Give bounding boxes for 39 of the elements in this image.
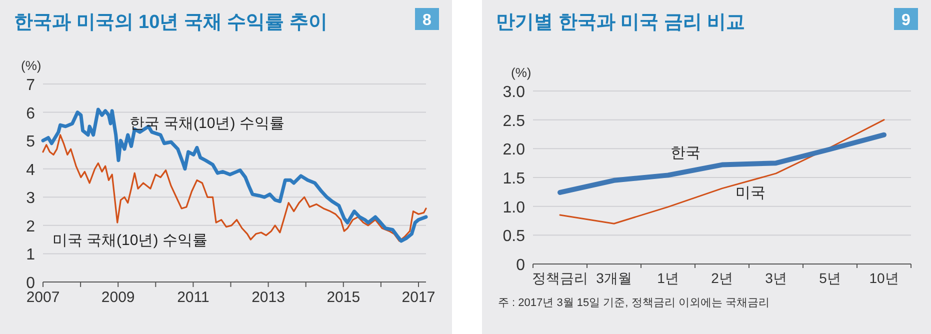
y-tick-label: 1.5 xyxy=(502,170,526,188)
y-tick-label: 5 xyxy=(26,134,36,151)
series-label: 미국 xyxy=(736,184,766,202)
x-tick-label: 1년 xyxy=(657,270,679,286)
y-tick-label: 1 xyxy=(26,246,36,264)
y-tick-label: 0.5 xyxy=(502,228,526,246)
chart-title: 만기별 한국과 미국 금리 비교 xyxy=(496,12,746,33)
x-tick-label: 2015 xyxy=(326,289,360,306)
x-tick-label: 10년 xyxy=(869,270,899,286)
text: 9 xyxy=(902,12,911,29)
y-tick-label: 4 xyxy=(26,162,36,179)
y-axis-title: (%) xyxy=(21,58,42,73)
y-tick-label: 0 xyxy=(26,275,36,292)
y-tick-label: 2.0 xyxy=(502,142,526,159)
x-tick-label: 5년 xyxy=(819,270,841,286)
chart-title: 한국과 미국의 10년 국채 수익률 추이 xyxy=(14,12,328,33)
y-tick-label: 6 xyxy=(26,105,36,122)
x-tick-label: 2007 xyxy=(26,289,60,306)
series-label: 한국 국채(10년) 수익률 xyxy=(129,114,284,132)
y-tick-label: 3.0 xyxy=(502,84,526,101)
series-label: 미국 국채(10년) 수익률 xyxy=(52,232,208,250)
x-tick-label: 3개월 xyxy=(596,270,632,286)
y-tick-label: 0 xyxy=(516,257,526,274)
x-tick-label: 2년 xyxy=(711,270,733,286)
y-tick-label: 2.5 xyxy=(502,112,526,130)
x-tick-label: 2009 xyxy=(101,289,135,306)
y-axis-title: (%) xyxy=(511,65,532,80)
x-tick-label: 3년 xyxy=(765,270,787,286)
x-tick-label: 정책금리 xyxy=(532,270,588,286)
y-tick-label: 2 xyxy=(26,218,36,236)
y-tick-label: 1.0 xyxy=(502,199,526,216)
text: 8 xyxy=(422,12,432,29)
series-label: 한국 xyxy=(670,144,701,162)
x-tick-label: 2013 xyxy=(252,289,285,306)
text: 주 : 2017년 3월 15일 기준, 정책금리 이외에는 국채금리 xyxy=(498,297,770,309)
x-tick-label: 2017 xyxy=(402,289,436,306)
y-tick-label: 7 xyxy=(26,77,36,94)
y-tick-label: 3 xyxy=(26,190,36,208)
x-tick-label: 2011 xyxy=(177,289,210,306)
